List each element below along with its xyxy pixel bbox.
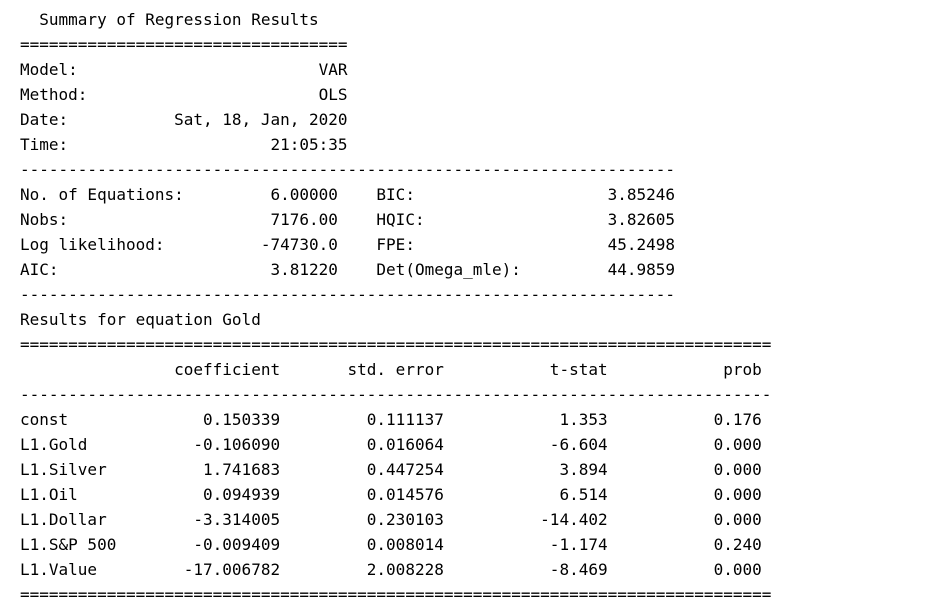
output-line: ----------------------------------------… — [20, 385, 772, 404]
output-line: Log likelihood: -74730.0 FPE: 45.2498 — [20, 235, 676, 254]
output-line: const 0.150339 0.111137 1.353 0.176 — [20, 410, 762, 429]
output-line: ----------------------------------------… — [20, 285, 676, 304]
output-line: No. of Equations: 6.00000 BIC: 3.85246 — [20, 185, 676, 204]
output-line: ================================== — [20, 35, 348, 54]
output-line: ----------------------------------------… — [20, 160, 676, 179]
output-line: ========================================… — [20, 335, 772, 354]
output-line: L1.Oil 0.094939 0.014576 6.514 0.000 — [20, 485, 762, 504]
output-line: coefficient std. error t-stat prob — [20, 360, 762, 379]
output-line: L1.S&P 500 -0.009409 0.008014 -1.174 0.2… — [20, 535, 762, 554]
output-line: Time: 21:05:35 — [20, 135, 348, 154]
output-line: Date: Sat, 18, Jan, 2020 — [20, 110, 348, 129]
output-line: Results for equation Gold — [20, 310, 261, 329]
output-line: L1.Value -17.006782 2.008228 -8.469 0.00… — [20, 560, 762, 579]
output-line: AIC: 3.81220 Det(Omega_mle): 44.9859 — [20, 260, 676, 279]
output-line: L1.Dollar -3.314005 0.230103 -14.402 0.0… — [20, 510, 762, 529]
output-line: Model: VAR — [20, 60, 348, 79]
output-line: Nobs: 7176.00 HQIC: 3.82605 — [20, 210, 676, 229]
output-line: Summary of Regression Results — [20, 10, 348, 29]
output-line: L1.Gold -0.106090 0.016064 -6.604 0.000 — [20, 435, 762, 454]
output-line: L1.Silver 1.741683 0.447254 3.894 0.000 — [20, 460, 762, 479]
regression-summary-output: Summary of Regression Results ==========… — [20, 7, 771, 607]
output-line: Method: OLS — [20, 85, 348, 104]
output-line: ========================================… — [20, 585, 772, 604]
